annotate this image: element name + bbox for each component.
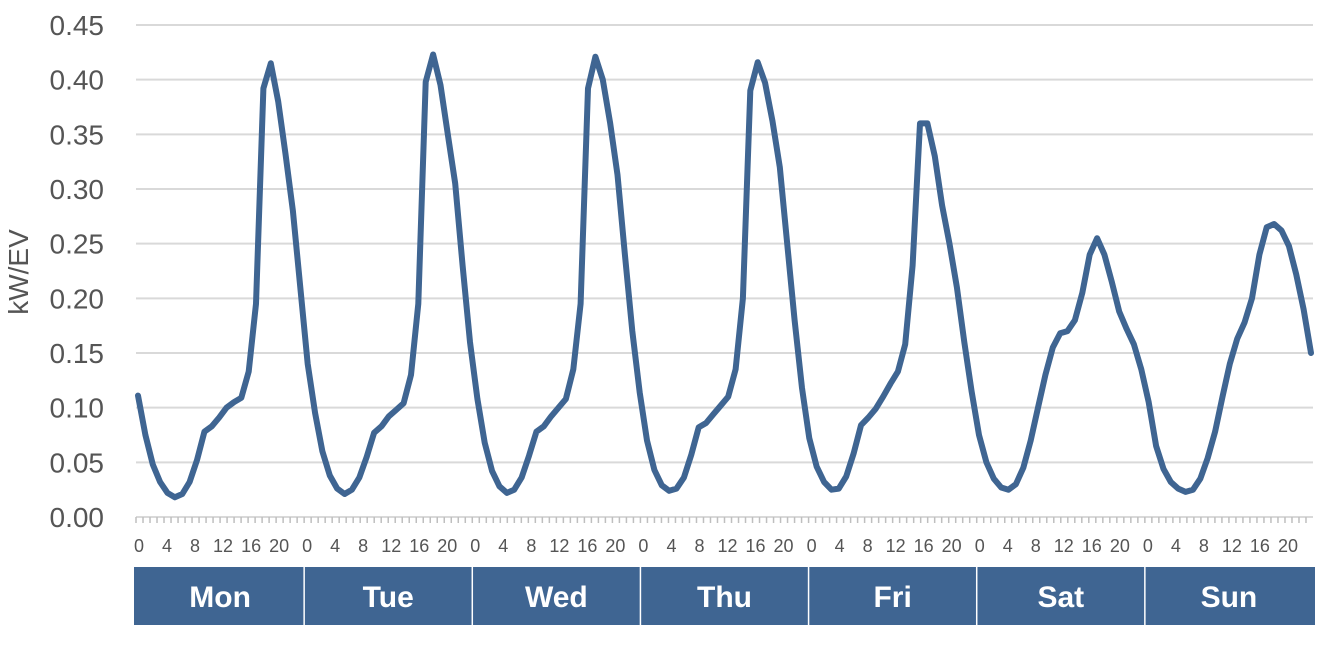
y-tick-label: 0.15 bbox=[50, 338, 105, 369]
x-tick-label: 8 bbox=[190, 536, 200, 556]
x-tick-label: 4 bbox=[330, 536, 340, 556]
y-tick-label: 0.10 bbox=[50, 393, 105, 424]
x-tick-label: 8 bbox=[1031, 536, 1041, 556]
y-tick-label: 0.30 bbox=[50, 174, 105, 205]
x-tick-label: 16 bbox=[1082, 536, 1102, 556]
x-tick-label: 0 bbox=[1143, 536, 1153, 556]
day-label: Sat bbox=[1037, 581, 1084, 614]
x-tick-label: 16 bbox=[577, 536, 597, 556]
day-label: Sun bbox=[1201, 581, 1258, 614]
x-tick-label: 4 bbox=[1003, 536, 1013, 556]
day-label: Mon bbox=[189, 581, 251, 614]
x-tick-label: 12 bbox=[213, 536, 233, 556]
x-tick-label: 16 bbox=[241, 536, 261, 556]
x-tick-label: 16 bbox=[1250, 536, 1270, 556]
day-label: Tue bbox=[363, 581, 414, 614]
y-tick-label: 0.20 bbox=[50, 283, 105, 314]
gridlines bbox=[136, 24, 1313, 518]
day-label: Wed bbox=[525, 581, 588, 614]
x-tick-label: 8 bbox=[526, 536, 536, 556]
y-tick-label: 0.45 bbox=[50, 10, 105, 41]
day-label: Thu bbox=[697, 581, 752, 614]
y-tick-label: 0.25 bbox=[50, 229, 105, 260]
day-label: Fri bbox=[873, 581, 911, 614]
x-tick-label: 12 bbox=[381, 536, 401, 556]
x-tick-label: 20 bbox=[269, 536, 289, 556]
x-tick-label: 8 bbox=[694, 536, 704, 556]
day-band: Mon Tue Wed Thu Fri Sat Sun bbox=[134, 567, 1315, 625]
x-tick-label: 20 bbox=[1278, 536, 1298, 556]
y-tick-label: 0.00 bbox=[50, 502, 105, 533]
x-tick-label: 20 bbox=[942, 536, 962, 556]
x-tick-label: 4 bbox=[1171, 536, 1181, 556]
x-axis: 0 4 8 12 16 20 0 4 8 12 16 20 0 4 8 12 16 20 0 4 8 12 16 20 0 4 8 1… bbox=[134, 517, 1307, 556]
y-tick-label: 0.05 bbox=[50, 447, 105, 478]
series-layer bbox=[135, 51, 1314, 501]
x-tick-label: 0 bbox=[975, 536, 985, 556]
x-tick-label: 20 bbox=[605, 536, 625, 556]
x-tick-label: 16 bbox=[914, 536, 934, 556]
x-tick-label: 20 bbox=[437, 536, 457, 556]
x-tick-label: 16 bbox=[746, 536, 766, 556]
x-tick-label: 12 bbox=[549, 536, 569, 556]
x-tick-label: 12 bbox=[1222, 536, 1242, 556]
x-tick-label: 12 bbox=[1054, 536, 1074, 556]
y-axis-ticks: 0.00 0.05 0.10 0.15 0.20 0.25 0.30 0.35 0.40 0.45 bbox=[50, 10, 105, 533]
x-tick-label: 8 bbox=[358, 536, 368, 556]
x-tick-label: 16 bbox=[409, 536, 429, 556]
x-tick-label: 0 bbox=[638, 536, 648, 556]
x-tick-label: 4 bbox=[498, 536, 508, 556]
y-tick-label: 0.40 bbox=[50, 65, 105, 96]
y-tick-label: 0.35 bbox=[50, 119, 105, 150]
x-tick-label: 20 bbox=[774, 536, 794, 556]
x-tick-label: 0 bbox=[302, 536, 312, 556]
x-tick-label: 0 bbox=[470, 536, 480, 556]
x-tick-label: 4 bbox=[835, 536, 845, 556]
x-tick-label: 8 bbox=[1199, 536, 1209, 556]
x-tick-label: 4 bbox=[666, 536, 676, 556]
day-band-background bbox=[134, 567, 1315, 625]
y-axis-label: kW/EV bbox=[3, 229, 34, 315]
x-tick-label: 12 bbox=[886, 536, 906, 556]
x-tick-label: 12 bbox=[717, 536, 737, 556]
x-tick-label: 4 bbox=[162, 536, 172, 556]
x-tick-label: 20 bbox=[1110, 536, 1130, 556]
x-tick-label: 8 bbox=[863, 536, 873, 556]
series-line bbox=[135, 51, 1314, 501]
x-tick-label: 0 bbox=[807, 536, 817, 556]
x-tick-label: 0 bbox=[134, 536, 144, 556]
